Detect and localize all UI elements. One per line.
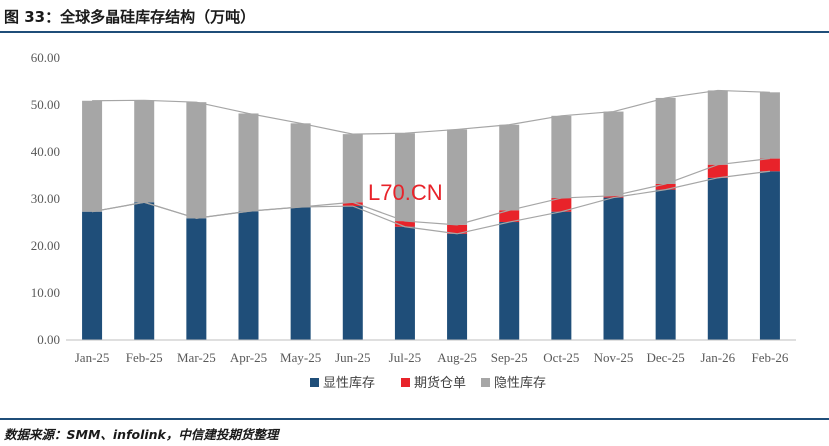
bar-segment-3	[394, 133, 415, 222]
x-tick-label: Jan-25	[75, 350, 110, 365]
bar-segment-2	[759, 158, 780, 172]
x-tick-label: Apr-25	[230, 350, 267, 365]
bar-segment-3	[447, 129, 468, 225]
stack-line-2	[91, 157, 770, 226]
x-tick-label: Jul-25	[389, 350, 422, 365]
legend-label: 显性库存	[323, 375, 375, 391]
bar-segment-1	[655, 189, 676, 340]
bar-segment-1	[447, 233, 468, 340]
y-tick-label: 60.00	[31, 50, 60, 65]
bar-segment-1	[759, 171, 780, 340]
x-tick-label: Mar-25	[177, 350, 216, 365]
bar-segment-2	[655, 183, 676, 190]
y-tick-label: 50.00	[31, 97, 60, 112]
bar-segment-3	[342, 134, 363, 203]
x-tick-label: Jan-26	[700, 350, 735, 365]
x-tick-label: Feb-26	[752, 350, 789, 365]
bar-segment-1	[290, 206, 311, 340]
bar-segment-1	[394, 226, 415, 340]
stack-line-3	[92, 89, 770, 135]
legend-label: 隐性库存	[494, 375, 546, 391]
bar-segment-3	[290, 123, 311, 207]
legend-swatch	[310, 378, 319, 387]
bar-segment-3	[655, 97, 676, 184]
bar-segment-3	[238, 113, 259, 212]
y-tick-label: 0.00	[37, 332, 60, 347]
x-axis: Jan-25 Feb-25 Mar-25 Apr-25 May-25 Jun-25 Jul-…	[66, 339, 796, 365]
legend-swatch	[401, 378, 410, 387]
legend-swatch	[481, 378, 490, 387]
watermark-text: L70.CN	[368, 180, 443, 205]
bar-segment-1	[134, 202, 155, 340]
bar-segment-1	[551, 211, 572, 340]
x-tick-label: Feb-25	[126, 350, 163, 365]
bar-segment-3	[551, 115, 572, 199]
x-tick-label: Sep-25	[491, 350, 528, 365]
bar-series	[82, 90, 780, 340]
y-axis: 0.00 10.00 20.00 30.00 40.00 50.00 60.00	[31, 50, 60, 347]
x-tick-label: Dec-25	[647, 350, 685, 365]
bar-segment-3	[134, 100, 155, 203]
bar-segment-1	[342, 206, 363, 340]
x-tick-label: Jun-25	[335, 350, 370, 365]
figure-title: 图 33：全球多晶硅库存结构（万吨）	[4, 8, 256, 26]
bar-segment-2	[551, 198, 572, 212]
bar-segment-3	[82, 100, 103, 212]
data-source-note: 数据来源：SMM、infolink，中信建投期货整理	[4, 427, 279, 442]
bar-segment-2	[447, 224, 468, 234]
report-header: 图 33：全球多晶硅库存结构（万吨）	[0, 0, 829, 33]
bar-segment-1	[603, 197, 624, 340]
footer-divider	[0, 418, 829, 420]
bar-segment-1	[186, 218, 207, 340]
bar-segment-1	[499, 222, 520, 340]
bar-segment-3	[603, 111, 624, 196]
bar-segment-3	[186, 102, 207, 219]
header-divider	[0, 31, 829, 33]
bar-segment-3	[759, 92, 780, 159]
x-tick-label: Aug-25	[437, 350, 477, 365]
y-tick-label: 40.00	[31, 144, 60, 159]
bar-segment-1	[238, 211, 259, 340]
bar-segment-1	[707, 177, 728, 340]
x-tick-label: Nov-25	[594, 350, 634, 365]
bar-segment-2	[499, 210, 520, 223]
bar-segment-2	[603, 195, 624, 198]
bar-segment-1	[82, 211, 103, 340]
bar-segment-3	[499, 124, 520, 211]
bar-segment-2	[342, 202, 363, 207]
y-tick-label: 20.00	[31, 238, 60, 253]
y-tick-label: 30.00	[31, 191, 60, 206]
legend-label: 期货仓单	[414, 375, 466, 391]
x-tick-label: May-25	[280, 350, 321, 365]
x-tick-label: Oct-25	[543, 350, 579, 365]
inventory-stacked-bar-chart: 0.00 10.00 20.00 30.00 40.00 50.00 60.00 Jan-2…	[31, 50, 796, 391]
legend: 显性库存 期货仓单 隐性库存	[310, 375, 546, 391]
stack-boundary-lines	[91, 89, 771, 235]
bar-segment-2	[394, 221, 415, 227]
bar-segment-3	[707, 90, 728, 165]
y-tick-label: 10.00	[31, 285, 60, 300]
bar-segment-2	[707, 164, 728, 178]
